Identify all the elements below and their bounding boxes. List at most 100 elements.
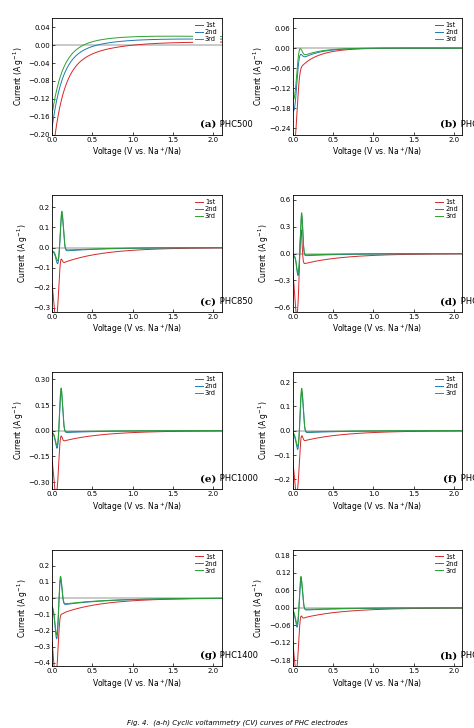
Line: 1st: 1st <box>52 248 221 315</box>
1st <box>368 606 374 614</box>
3rd <box>373 427 378 435</box>
2nd <box>299 387 304 396</box>
Line: 2nd: 2nd <box>293 392 462 449</box>
1st <box>49 456 55 465</box>
2nd <box>423 427 429 435</box>
3rd <box>58 215 64 223</box>
3rd <box>299 384 304 393</box>
3rd <box>295 442 301 451</box>
2nd <box>298 574 304 583</box>
2nd <box>459 44 465 52</box>
2nd <box>59 210 65 219</box>
Legend: 1st, 2nd, 3rd: 1st, 2nd, 3rd <box>433 20 460 44</box>
1st <box>58 610 64 619</box>
3rd <box>58 71 64 79</box>
3rd <box>299 575 304 584</box>
2nd <box>54 634 59 643</box>
3rd <box>299 208 304 217</box>
X-axis label: Voltage (V vs. Na$^+$/Na): Voltage (V vs. Na$^+$/Na) <box>332 146 422 159</box>
1st <box>290 456 296 464</box>
1st <box>128 428 133 437</box>
3rd <box>132 427 137 435</box>
1st <box>299 63 304 71</box>
Text: PHC1600: PHC1600 <box>458 652 474 660</box>
3rd <box>295 269 301 277</box>
X-axis label: Voltage (V vs. Na$^+$/Na): Voltage (V vs. Na$^+$/Na) <box>332 500 422 513</box>
Line: 1st: 1st <box>293 48 462 139</box>
2nd <box>299 577 304 586</box>
1st <box>49 638 55 646</box>
2nd <box>58 387 64 395</box>
Text: (d): (d) <box>440 297 457 306</box>
3rd <box>455 427 460 435</box>
2nd <box>455 427 460 435</box>
X-axis label: Voltage (V vs. Na$^+$/Na): Voltage (V vs. Na$^+$/Na) <box>92 146 182 159</box>
3rd <box>291 95 296 103</box>
X-axis label: Voltage (V vs. Na$^+$/Na): Voltage (V vs. Na$^+$/Na) <box>92 677 182 691</box>
2nd <box>183 427 189 435</box>
2nd <box>423 44 429 52</box>
Text: PHC1000: PHC1000 <box>218 474 258 483</box>
Legend: 1st, 2nd, 3rd: 1st, 2nd, 3rd <box>193 552 219 576</box>
3rd <box>368 604 374 612</box>
Line: 3rd: 3rd <box>293 388 462 446</box>
1st <box>183 427 189 435</box>
Text: (h): (h) <box>440 652 457 660</box>
2nd <box>214 594 219 603</box>
2nd <box>58 574 64 583</box>
Text: (e): (e) <box>200 474 217 483</box>
2nd <box>49 430 55 438</box>
2nd <box>132 36 137 44</box>
3rd <box>183 243 189 252</box>
1st <box>219 594 224 603</box>
2nd <box>455 44 460 52</box>
1st <box>437 44 443 52</box>
Legend: 1st, 2nd, 3rd: 1st, 2nd, 3rd <box>433 552 460 576</box>
2nd <box>373 44 378 52</box>
2nd <box>373 250 378 258</box>
1st <box>214 38 219 47</box>
2nd <box>455 604 460 612</box>
1st <box>214 244 219 253</box>
2nd <box>214 35 219 44</box>
Line: 2nd: 2nd <box>293 579 462 627</box>
3rd <box>132 595 137 604</box>
3rd <box>290 251 296 260</box>
Line: 3rd: 3rd <box>52 36 221 114</box>
1st <box>290 135 296 143</box>
3rd <box>455 604 460 612</box>
Text: (a): (a) <box>200 120 217 129</box>
3rd <box>459 249 465 258</box>
3rd <box>423 249 429 258</box>
1st <box>132 596 137 605</box>
2nd <box>214 427 219 435</box>
1st <box>52 311 58 320</box>
3rd <box>214 594 219 603</box>
3rd <box>58 574 64 582</box>
2nd <box>219 594 224 603</box>
1st <box>132 428 137 437</box>
2nd <box>299 388 304 397</box>
2nd <box>219 35 224 44</box>
3rd <box>423 604 429 612</box>
X-axis label: Voltage (V vs. Na$^+$/Na): Voltage (V vs. Na$^+$/Na) <box>332 323 422 336</box>
2nd <box>192 35 198 44</box>
2nd <box>299 211 304 220</box>
Line: 2nd: 2nd <box>52 579 221 638</box>
2nd <box>373 427 378 435</box>
3rd <box>290 429 296 438</box>
3rd <box>368 250 374 258</box>
Y-axis label: Current (A g$^{-1}$): Current (A g$^{-1}$) <box>252 47 266 106</box>
2nd <box>219 427 224 435</box>
3rd <box>219 32 224 41</box>
3rd <box>401 44 407 52</box>
1st <box>214 244 219 253</box>
Line: 3rd: 3rd <box>293 213 462 273</box>
3rd <box>128 596 133 604</box>
2nd <box>132 427 137 435</box>
1st <box>459 604 465 612</box>
3rd <box>299 208 304 217</box>
Y-axis label: Current (A g$^{-1}$): Current (A g$^{-1}$) <box>16 578 30 638</box>
3rd <box>183 427 189 435</box>
2nd <box>290 252 296 261</box>
